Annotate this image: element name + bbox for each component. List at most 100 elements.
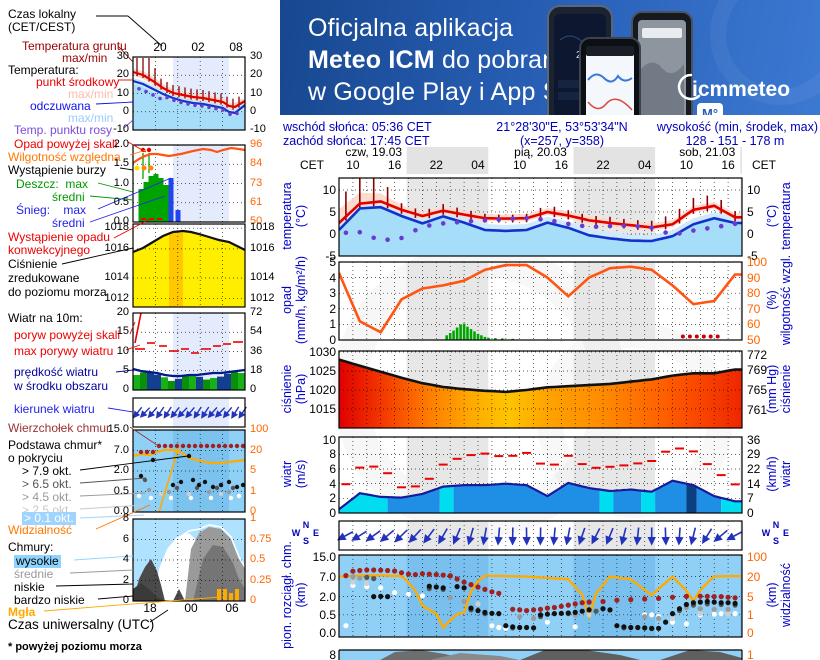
legend-label: > 0.1 okt.	[22, 511, 76, 525]
legend-tick: -10	[113, 123, 129, 135]
legend-tick: 1	[250, 484, 257, 497]
axis-tick: 7.0	[319, 569, 336, 584]
legend-label: Chmury:	[8, 540, 54, 554]
legend-label: max/min	[68, 111, 114, 125]
legend-label: Temperatura gruntu	[22, 39, 127, 53]
axis-tick: 772	[747, 347, 768, 362]
axis-tick: 22	[747, 462, 761, 476]
axis-tick: 100	[747, 550, 768, 564]
legend-label: Widzialność	[8, 523, 73, 537]
axis-tick: 0	[329, 506, 336, 520]
compass-n: N	[302, 520, 310, 530]
axis-tick: 761	[747, 403, 768, 418]
legend-tick: 0.5	[113, 195, 129, 208]
sunset-label: zachód słońca: 17:45 CET	[283, 134, 430, 148]
axis-tick: -5	[325, 249, 336, 263]
legend-tick: 1018	[250, 221, 275, 234]
axis-tick: 15.0	[312, 550, 336, 564]
app-banner[interactable]: Oficjalna aplikacja Meteo ICM do pobrani…	[280, 0, 820, 115]
legend-tick: 54	[250, 325, 263, 338]
legend-tick: 73	[250, 176, 263, 189]
axis-tick: 5	[329, 255, 336, 269]
axis-tick: 4	[329, 270, 336, 285]
legend-tick: 0.5	[113, 484, 129, 497]
legend-tick: 1014	[250, 270, 275, 283]
legend-label: Podstawa chmur*	[8, 438, 103, 452]
axis-tick: 5	[747, 589, 754, 604]
legend-label: Wystąpienie burzy	[8, 163, 106, 177]
axis-tick: 0	[329, 333, 336, 347]
legend-tick: 6	[122, 532, 129, 545]
compass-w: W	[761, 528, 771, 538]
legend-tick: 2.0	[113, 138, 129, 150]
legend-label: średni	[52, 216, 85, 230]
axis-tick: 70	[747, 301, 761, 316]
legend-label: kierunek wiatru	[14, 402, 95, 416]
legend-tick: 10	[116, 344, 129, 357]
legend-tick: 20	[116, 306, 129, 318]
axis-tick: -5	[747, 249, 758, 263]
legend-hour-label: 06	[225, 601, 239, 615]
legend-label: Opad powyżej skali	[14, 137, 118, 151]
axis-tick: 8	[329, 648, 336, 660]
axis-tick: 6	[329, 462, 336, 476]
legend-tick: 1	[250, 512, 257, 524]
legend-label: Temperatura:	[8, 63, 79, 77]
legend-label: prędkość wiatru	[14, 365, 99, 379]
axis-tick: 5	[329, 205, 336, 219]
timezone-label: CET	[752, 158, 776, 172]
legend-tick: 0	[250, 104, 257, 117]
axis-tick: 0.5	[319, 607, 336, 622]
legend-label: Deszcz: max	[16, 177, 89, 191]
legend-tick: 30	[116, 50, 129, 62]
banner-app-name: Meteo ICM	[308, 46, 435, 74]
axis-tick: 20	[747, 569, 761, 584]
legend-tick: 8	[122, 512, 129, 524]
banner-line1: Oficjalna aplikacja	[308, 14, 514, 42]
utc-axis-label: Czas uniwersalny (UTC)	[8, 617, 155, 632]
compass-s: S	[772, 536, 780, 546]
coordinates-label: 21°28'30"E, 53°53'34"N	[496, 120, 628, 134]
legend-label: konwekcyjnego	[8, 243, 91, 257]
axis-tick: 0	[747, 626, 754, 640]
hour-label: 22	[596, 158, 610, 172]
hour-label: 16	[721, 158, 735, 172]
axis-tick: 60	[747, 317, 761, 332]
axis-tick: 10	[322, 183, 336, 197]
legend-label: Ciśnienie	[8, 257, 58, 271]
axis-tick: 0	[329, 227, 336, 241]
legend-label: odczuwana	[30, 99, 91, 113]
legend-tick: 5	[250, 464, 257, 476]
legend-label: Śnieg: max	[16, 203, 87, 217]
legend-tick: 84	[250, 157, 263, 170]
legend-label: niskie	[14, 580, 45, 594]
legend-tick: 100	[250, 423, 269, 435]
legend-tick: 36	[250, 344, 263, 357]
legend-label: max/min	[62, 51, 108, 65]
icmmeteo-logo-badge: M°	[697, 103, 724, 115]
legend-label: Wierzchołek chmur	[8, 421, 111, 435]
legend-tick: 96	[250, 138, 263, 150]
legend-tick: 7.0	[113, 443, 129, 456]
legend-tick: 0.25	[250, 573, 272, 586]
axis-tick: 2	[329, 301, 336, 316]
legend-label: średni	[52, 190, 85, 204]
axis-tick: 10	[322, 432, 336, 447]
legend-label: Wiatr na 10m:	[8, 311, 83, 325]
legend-tick: 1018	[104, 221, 129, 234]
hour-label: 04	[638, 158, 652, 172]
footnote-above-sea-level: * powyżej poziomu morza	[8, 641, 142, 653]
legend-tick: 0.0	[113, 505, 129, 517]
legend-tick: 20	[250, 443, 263, 456]
axis-tick: 5	[747, 205, 754, 219]
legend-label: o pokryciu	[8, 451, 63, 465]
legend-tick: 5	[122, 363, 129, 376]
legend-tick: 0.5	[250, 553, 266, 565]
axis-tick: 0	[747, 227, 754, 241]
axis-tick: 1025	[309, 364, 336, 378]
legend-label: do poziomu morza	[8, 285, 107, 299]
sunrise-label: wschód słońca: 05:36 CET	[283, 120, 432, 134]
legend-tick: 50	[250, 215, 263, 227]
timezone-label: CET	[300, 158, 324, 172]
